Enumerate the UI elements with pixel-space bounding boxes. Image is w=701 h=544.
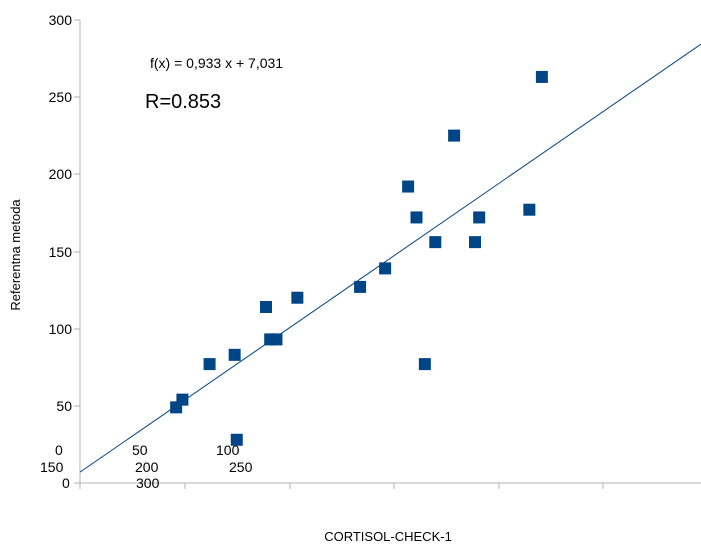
data-points [170,70,548,446]
y-tick-label: 200 [49,166,73,182]
data-point [535,70,548,83]
data-point [230,433,243,446]
y-tick-label: 250 [49,89,73,105]
data-point [402,180,415,193]
x-axis-title: CORTISOL-CHECK-1 [324,529,452,544]
y-axis [74,19,81,489]
x-tick-label: 0 [62,475,70,491]
data-point [270,333,283,346]
y-tick-label: 50 [56,398,72,414]
data-point [448,129,461,142]
x-tick-label: 100 [216,442,240,458]
data-point [473,211,486,224]
data-point [410,211,423,224]
data-point [203,358,216,371]
y-tick-label: 100 [49,321,73,337]
y-axis-title: Referentna metoda [8,199,23,311]
x-axis [79,482,701,489]
y-tick-label: 300 [49,12,73,28]
x-tick-label: 0 [55,442,63,458]
x-tick-label: 200 [135,459,159,475]
data-point [260,300,273,313]
data-point [354,280,367,293]
y-tick-label: 150 [49,244,73,260]
data-point [523,203,536,216]
data-point [469,236,482,249]
trend-equation: f(x) = 0,933 x + 7,031 [150,55,283,71]
data-point [429,236,442,249]
data-point [176,393,189,406]
r-value-label: R=0.853 [145,91,221,113]
x-tick-label: 50 [132,442,148,458]
x-tick-label: 250 [229,459,253,475]
data-point [418,358,431,371]
data-point [291,291,304,304]
x-tick-label: 300 [136,475,160,491]
x-tick-label: 150 [40,459,64,475]
data-point [228,348,241,361]
data-point [379,262,392,275]
